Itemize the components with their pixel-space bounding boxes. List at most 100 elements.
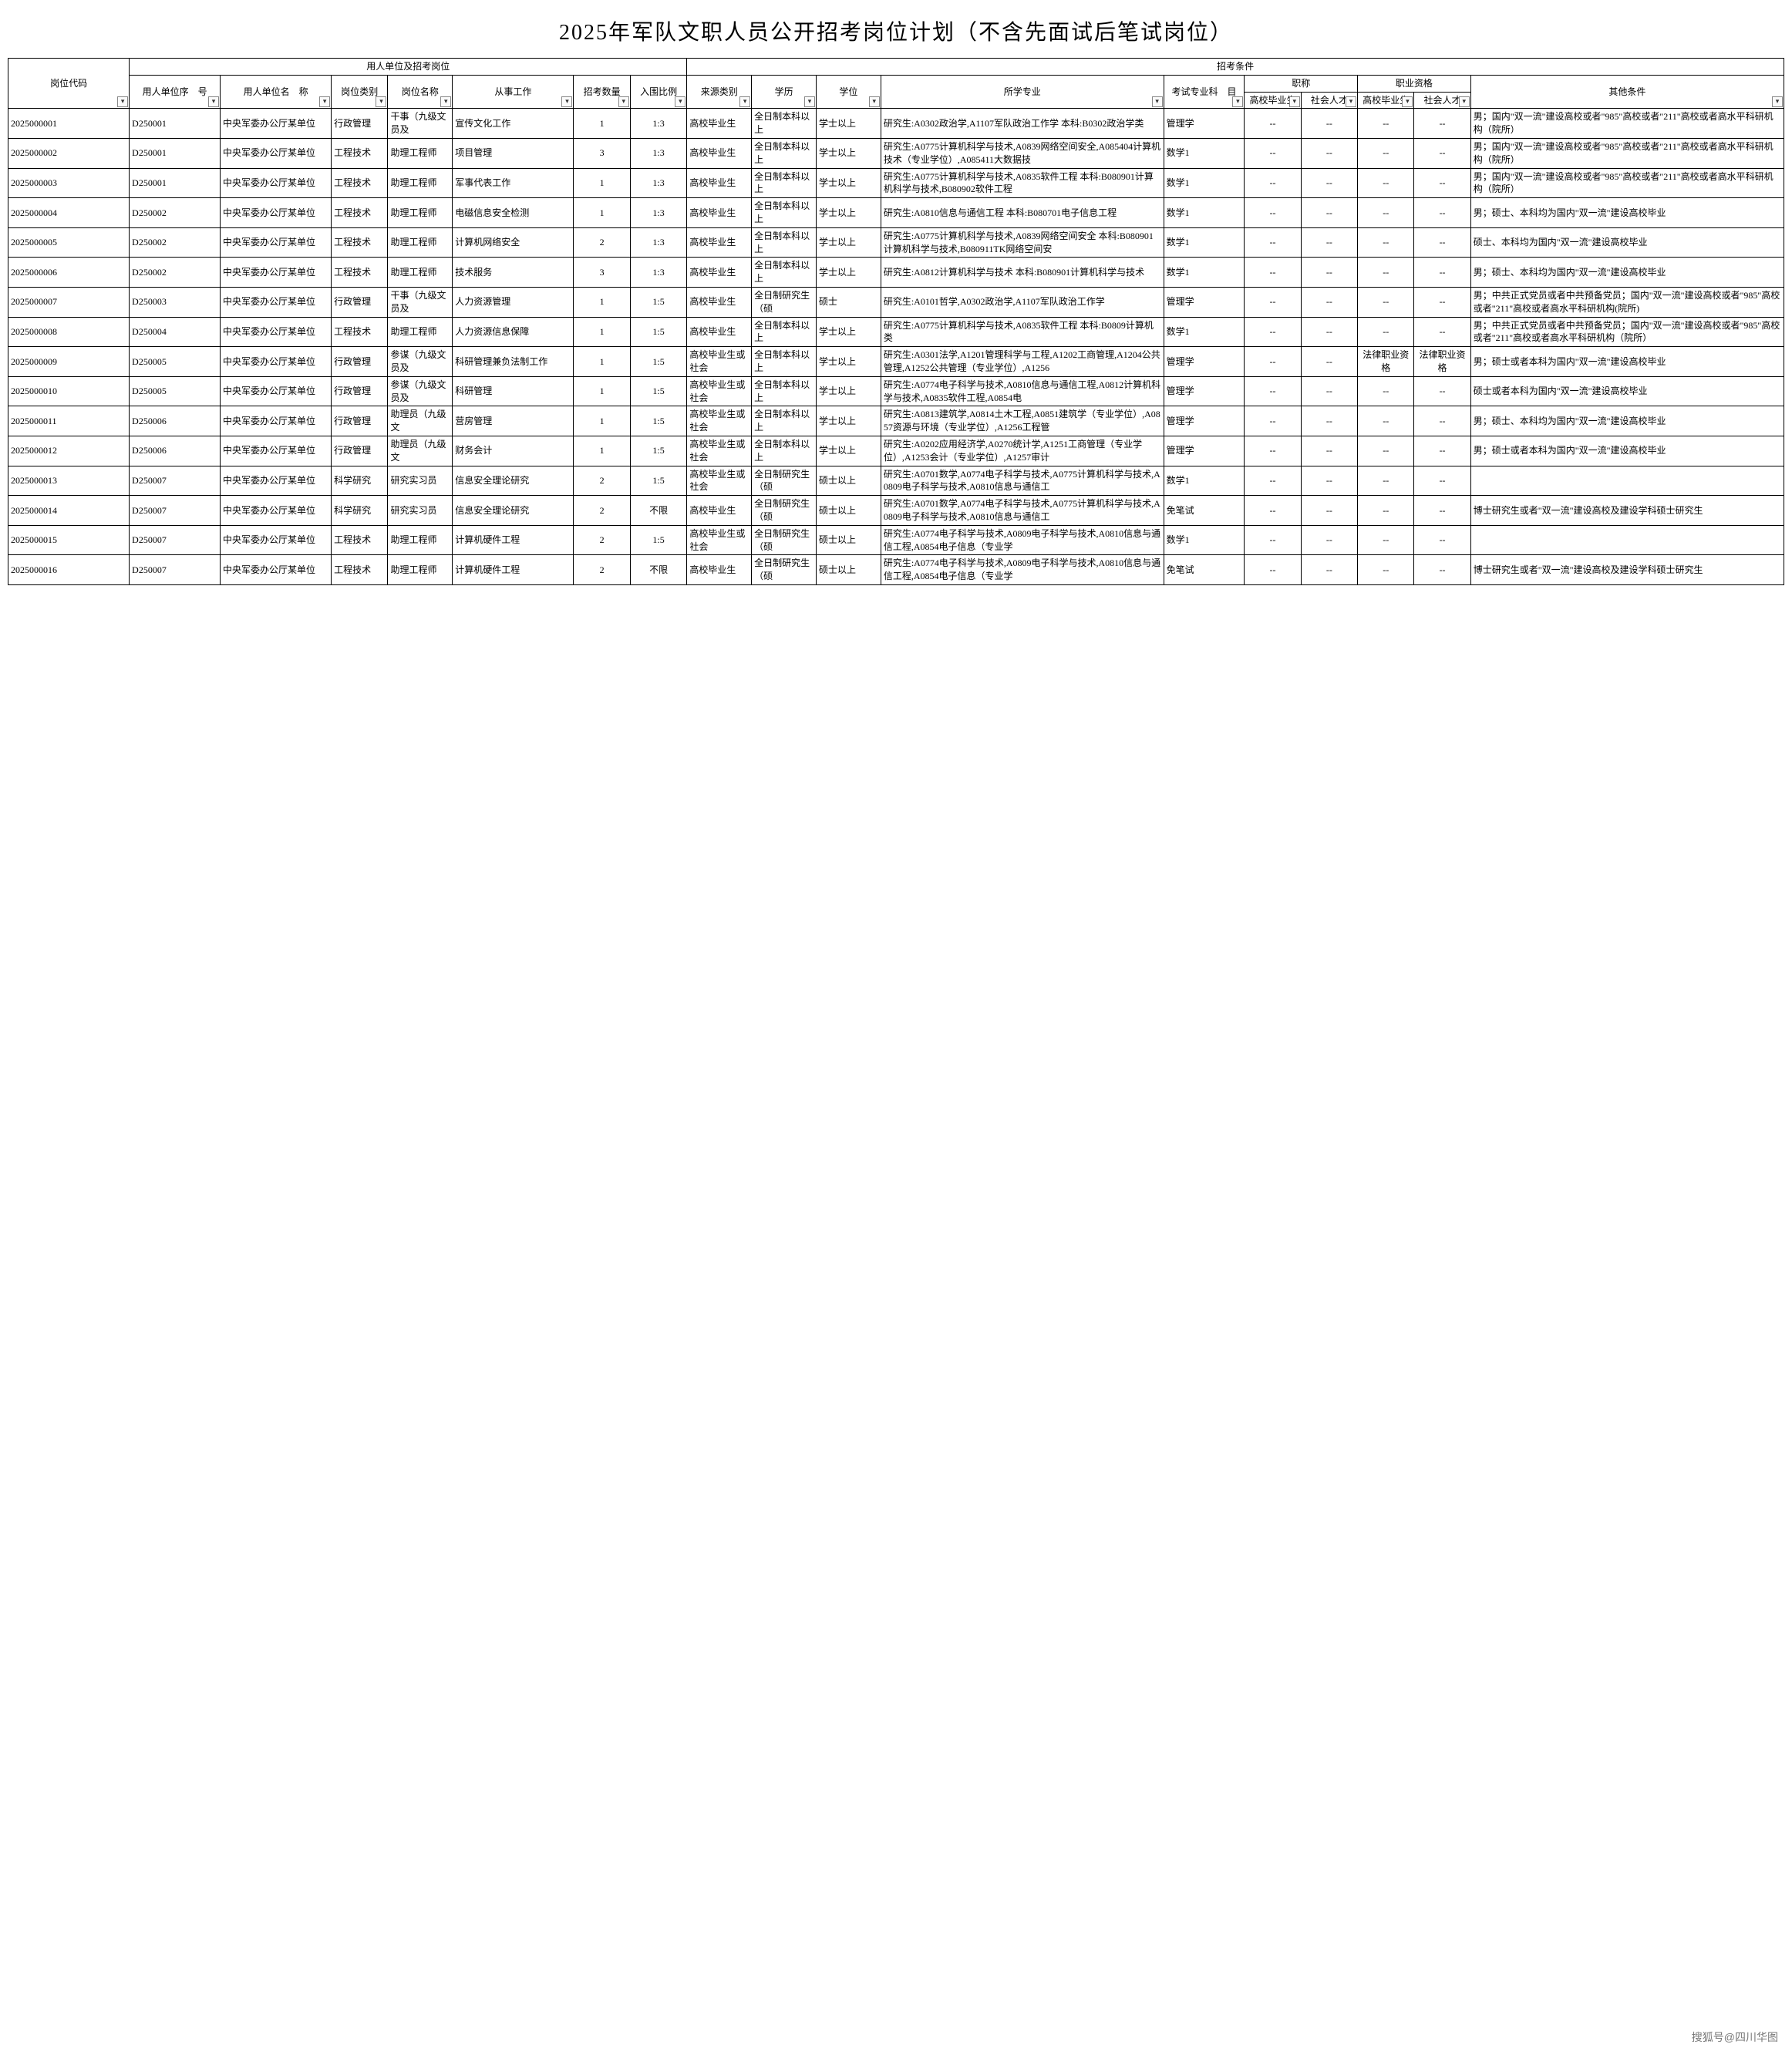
filter-icon[interactable] <box>376 96 386 107</box>
cell-work: 宣传文化工作 <box>453 109 574 139</box>
table-row: 2025000014D250007中央军委办公厅某单位科学研究研究实习员信息安全… <box>8 496 1784 526</box>
filter-icon[interactable] <box>117 96 128 107</box>
cell-post_name: 助理员（九级文 <box>388 406 453 436</box>
cell-count: 2 <box>574 555 630 585</box>
cell-degree: 学士以上 <box>816 109 881 139</box>
table-row: 2025000011D250006中央军委办公厅某单位行政管理助理员（九级文营房… <box>8 406 1784 436</box>
cell-other <box>1470 525 1784 555</box>
cell-work: 技术服务 <box>453 258 574 288</box>
cell-post_name: 助理工程师 <box>388 168 453 198</box>
cell-count: 3 <box>574 258 630 288</box>
cell-q2: -- <box>1414 227 1470 258</box>
h-qual-grad[interactable]: 高校毕业生 <box>1358 92 1414 109</box>
h-work[interactable]: 从事工作 <box>453 75 574 109</box>
cell-exam: 管理学 <box>1164 347 1245 377</box>
cell-code: 2025000007 <box>8 287 130 317</box>
filter-icon[interactable] <box>440 96 451 107</box>
h-major[interactable]: 所学专业 <box>881 75 1164 109</box>
filter-icon[interactable] <box>739 96 750 107</box>
cell-q1: -- <box>1358 287 1414 317</box>
filter-icon[interactable] <box>675 96 685 107</box>
cell-degree: 学士以上 <box>816 258 881 288</box>
cell-degree: 硕士以上 <box>816 496 881 526</box>
h-count[interactable]: 招考数量 <box>574 75 630 109</box>
cell-work: 信息安全理论研究 <box>453 466 574 496</box>
cell-work: 财务会计 <box>453 436 574 466</box>
cell-t2: -- <box>1301 525 1357 555</box>
filter-icon[interactable] <box>618 96 629 107</box>
cell-edu: 全日制研究生（硕 <box>752 466 817 496</box>
cell-q2: -- <box>1414 287 1470 317</box>
cell-q1: -- <box>1358 525 1414 555</box>
h-other[interactable]: 其他条件 <box>1470 75 1784 109</box>
cell-major: 研究生:A0302政治学,A1107军队政治工作学 本科:B0302政治学类 <box>881 109 1164 139</box>
cell-unit_no: D250005 <box>130 376 221 406</box>
cell-count: 1 <box>574 436 630 466</box>
filter-icon[interactable] <box>869 96 880 107</box>
h-title-grad[interactable]: 高校毕业生 <box>1245 92 1301 109</box>
cell-code: 2025000006 <box>8 258 130 288</box>
filter-icon[interactable] <box>1152 96 1163 107</box>
cell-code: 2025000015 <box>8 525 130 555</box>
h-source[interactable]: 来源类别 <box>687 75 752 109</box>
cell-source: 高校毕业生 <box>687 287 752 317</box>
cell-major: 研究生:A0775计算机科学与技术,A0835软件工程 本科:B0809计算机类 <box>881 317 1164 347</box>
cell-post_type: 行政管理 <box>332 406 388 436</box>
cell-work: 人力资源信息保障 <box>453 317 574 347</box>
cell-t1: -- <box>1245 376 1301 406</box>
filter-icon[interactable] <box>1459 96 1470 107</box>
table-header: 岗位代码 用人单位及招考岗位 招考条件 用人单位序 号 用人单位名 称 岗位类别… <box>8 59 1784 109</box>
filter-icon[interactable] <box>561 96 572 107</box>
cell-t1: -- <box>1245 436 1301 466</box>
cell-work: 信息安全理论研究 <box>453 496 574 526</box>
cell-t2: -- <box>1301 227 1357 258</box>
cell-degree: 学士以上 <box>816 227 881 258</box>
cell-exam: 数学1 <box>1164 525 1245 555</box>
h-title-social[interactable]: 社会人才 <box>1301 92 1357 109</box>
filter-icon[interactable] <box>1346 96 1356 107</box>
filter-icon[interactable] <box>1772 96 1783 107</box>
filter-icon[interactable] <box>1289 96 1300 107</box>
cell-t1: -- <box>1245 406 1301 436</box>
table-row: 2025000004D250002中央军委办公厅某单位工程技术助理工程师电磁信息… <box>8 198 1784 228</box>
filter-icon[interactable] <box>1402 96 1413 107</box>
filter-icon[interactable] <box>804 96 815 107</box>
cell-count: 1 <box>574 198 630 228</box>
cell-exam: 管理学 <box>1164 406 1245 436</box>
filter-icon[interactable] <box>1232 96 1243 107</box>
cell-q1: -- <box>1358 376 1414 406</box>
cell-unit_no: D250003 <box>130 287 221 317</box>
h-edu[interactable]: 学历 <box>752 75 817 109</box>
table-row: 2025000007D250003中央军委办公厅某单位行政管理干事（九级文员及人… <box>8 287 1784 317</box>
h-code[interactable]: 岗位代码 <box>8 59 130 109</box>
h-exam[interactable]: 考试专业科 目 <box>1164 75 1245 109</box>
filter-icon[interactable] <box>208 96 219 107</box>
cell-code: 2025000001 <box>8 109 130 139</box>
cell-t1: -- <box>1245 227 1301 258</box>
filter-icon[interactable] <box>319 96 330 107</box>
cell-ratio: 1:3 <box>630 109 687 139</box>
cell-post_name: 助理工程师 <box>388 198 453 228</box>
cell-q2: -- <box>1414 168 1470 198</box>
cell-post_name: 助理工程师 <box>388 258 453 288</box>
cell-q2: -- <box>1414 317 1470 347</box>
h-qual-social[interactable]: 社会人才 <box>1414 92 1470 109</box>
h-post-name[interactable]: 岗位名称 <box>388 75 453 109</box>
cell-post_type: 行政管理 <box>332 347 388 377</box>
cell-t2: -- <box>1301 466 1357 496</box>
h-unit-name[interactable]: 用人单位名 称 <box>221 75 332 109</box>
cell-t1: -- <box>1245 198 1301 228</box>
cell-degree: 学士以上 <box>816 347 881 377</box>
h-post-type[interactable]: 岗位类别 <box>332 75 388 109</box>
cell-degree: 学士以上 <box>816 138 881 168</box>
h-degree[interactable]: 学位 <box>816 75 881 109</box>
cell-exam: 免笔试 <box>1164 555 1245 585</box>
cell-ratio: 1:5 <box>630 376 687 406</box>
cell-work: 计算机硬件工程 <box>453 525 574 555</box>
cell-post_type: 行政管理 <box>332 287 388 317</box>
cell-major: 研究生:A0701数学,A0774电子科学与技术,A0775计算机科学与技术,A… <box>881 496 1164 526</box>
h-unit-no[interactable]: 用人单位序 号 <box>130 75 221 109</box>
cell-work: 人力资源管理 <box>453 287 574 317</box>
table-row: 2025000008D250004中央军委办公厅某单位工程技术助理工程师人力资源… <box>8 317 1784 347</box>
h-ratio[interactable]: 入围比例 <box>630 75 687 109</box>
